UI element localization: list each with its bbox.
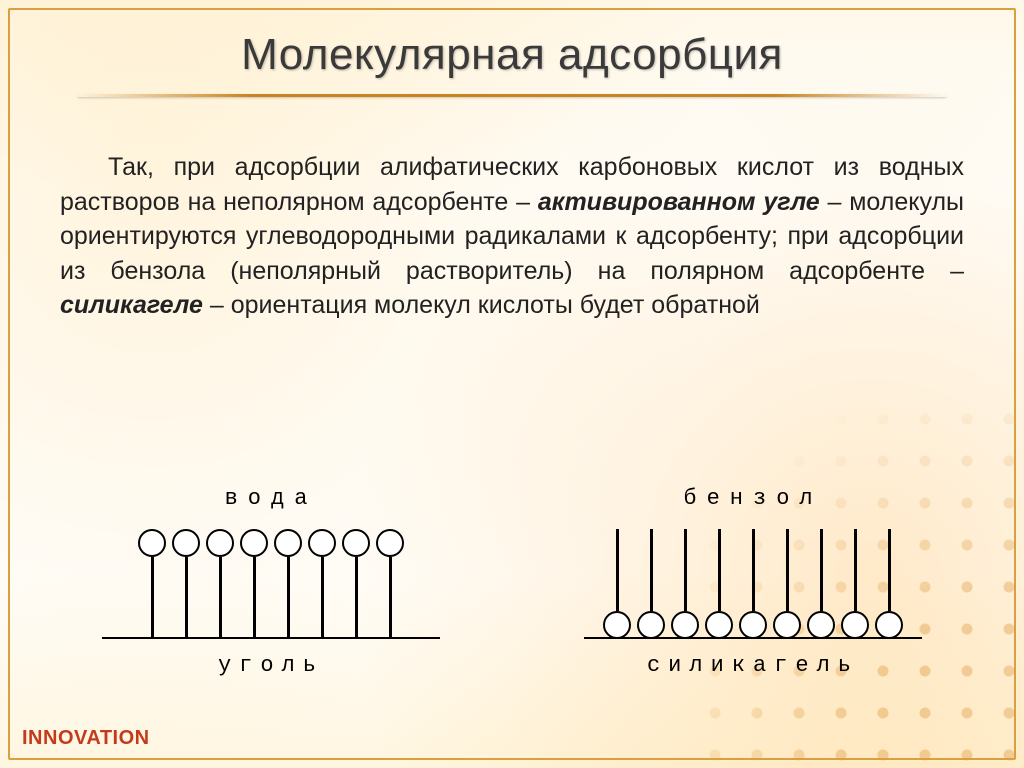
diagram-left-bottom-label: уголь (218, 653, 324, 678)
diagram-left: вода уголь (60, 486, 482, 678)
molecule-head-icon (705, 611, 733, 639)
title-underline (78, 94, 946, 97)
molecule-tail (650, 529, 653, 611)
diagram-right-molecules (542, 519, 964, 639)
innovation-logo: INNOVATION (22, 727, 150, 750)
para-bold-2: силикагеле (60, 291, 203, 319)
molecule-tail (389, 557, 392, 639)
molecule-tail (854, 529, 857, 611)
molecule (203, 529, 237, 639)
diagram-left-top-label: вода (225, 486, 318, 511)
para-bold-1: активированном угле (538, 188, 820, 216)
molecule (872, 529, 906, 639)
molecule-head-icon (637, 611, 665, 639)
molecule-tail (253, 557, 256, 639)
molecule-tail (321, 557, 324, 639)
diagram-right-baseline (584, 637, 922, 639)
molecule-head-icon (603, 611, 631, 639)
diagram-right-top-label: бензол (683, 486, 822, 511)
diagram-right: бензол силикагель (542, 486, 964, 678)
para-seg-3: – ориентация молекул кислоты будет обрат… (203, 291, 760, 319)
molecule (804, 529, 838, 639)
molecule-head-icon (342, 529, 370, 557)
molecule-head-icon (172, 529, 200, 557)
molecule (702, 529, 736, 639)
molecule-head-icon (206, 529, 234, 557)
molecule (135, 529, 169, 639)
molecule (339, 529, 373, 639)
molecule-head-icon (875, 611, 903, 639)
molecule-tail (616, 529, 619, 611)
molecule-tail (718, 529, 721, 611)
molecule-tail (786, 529, 789, 611)
molecule-head-icon (308, 529, 336, 557)
diagram-right-bottom-label: силикагель (647, 653, 859, 678)
diagram-left-molecules (60, 519, 482, 639)
molecule-tail (820, 529, 823, 611)
molecule-tail (219, 557, 222, 639)
molecule-tail (185, 557, 188, 639)
page-title: Молекулярная адсорбция (40, 30, 984, 80)
molecule-tail (151, 557, 154, 639)
molecule-tail (752, 529, 755, 611)
molecule-head-icon (773, 611, 801, 639)
molecule-tail (684, 529, 687, 611)
body-paragraph: Так, при адсорбции алифатических карбоно… (60, 150, 964, 323)
molecule (838, 529, 872, 639)
molecule (271, 529, 305, 639)
molecule-head-icon (376, 529, 404, 557)
molecule (600, 529, 634, 639)
molecule (373, 529, 407, 639)
molecule (634, 529, 668, 639)
molecule (668, 529, 702, 639)
molecule-tail (355, 557, 358, 639)
molecule-tail (888, 529, 891, 611)
molecule-head-icon (739, 611, 767, 639)
molecule (169, 529, 203, 639)
molecule (770, 529, 804, 639)
molecule-head-icon (807, 611, 835, 639)
molecule (736, 529, 770, 639)
title-bar: Молекулярная адсорбция (40, 30, 984, 97)
molecule-head-icon (138, 529, 166, 557)
molecule-head-icon (841, 611, 869, 639)
molecule-head-icon (274, 529, 302, 557)
molecule-head-icon (240, 529, 268, 557)
diagrams-row: вода уголь бензол силикагель (60, 486, 964, 678)
molecule-tail (287, 557, 290, 639)
molecule (237, 529, 271, 639)
molecule (305, 529, 339, 639)
molecule-head-icon (671, 611, 699, 639)
diagram-left-baseline (102, 637, 440, 639)
